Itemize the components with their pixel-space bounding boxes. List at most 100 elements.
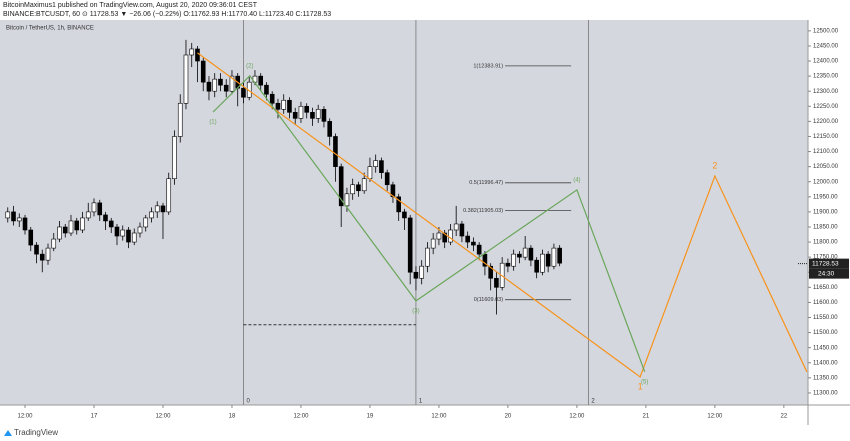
countdown-tag [809,268,849,279]
candle-body [298,105,304,119]
candle-body [373,160,378,167]
candle-body [338,166,344,207]
candle-body [172,136,177,180]
vertical-line-label: 2 [591,399,595,405]
y-tick-label: 12150.00 [813,134,839,140]
candle-body [275,102,281,110]
y-tick-label: 11350.00 [813,375,838,381]
candle-body [5,211,11,219]
candle-body [223,84,229,92]
candle-body [384,172,390,186]
candle-body [206,81,212,92]
header-line: BitcoinMaximus1 published on TradingView… [3,2,258,9]
candle-body [62,226,68,234]
y-tick-label: 12050.00 [813,164,839,170]
candle-body [103,214,108,222]
candle-body [361,178,367,192]
x-tick-label: 18 [229,414,236,420]
candle-body [453,223,459,231]
y-tick-label: 12000.00 [813,179,839,185]
candle-body [160,205,166,213]
wave-label: (3) [412,308,419,314]
candle-body [149,211,154,219]
candle-body [517,253,522,258]
chart-title: Bitcoin / TetherUS, 1h, BINANCE [6,26,94,32]
y-tick-label: 11600.00 [813,300,838,306]
x-tick-label: 12:00 [431,414,447,420]
candle-body [57,226,62,240]
candle-body [183,54,189,104]
x-tick-label: 12:00 [17,414,33,420]
candle-body [114,226,120,237]
x-tick-label: 19 [367,414,374,420]
candle-body [522,247,528,258]
candle-body [143,217,149,228]
candle-body [379,160,384,173]
candle-body [425,247,430,267]
candle-body [212,78,218,92]
wave-label: 1 [638,381,643,391]
footer-brand: TradingView [14,428,58,437]
candle-body [419,265,424,279]
candle-body [476,244,482,255]
candle-body [333,136,338,167]
wave-line [197,52,808,378]
candle-body [200,60,206,83]
candle-body [448,229,453,243]
wave-label: (4) [573,177,580,183]
candle-body [321,109,327,122]
candle-body [189,48,195,56]
candle-body [51,238,57,249]
candle-body [258,75,264,86]
candle-body [430,238,436,249]
price-tag-label: 11728.53 [812,260,839,267]
candle-body [344,193,350,207]
candle-body [402,211,407,219]
fib-label: 0.382(11905.03) [463,208,503,214]
y-tick-label: 11950.00 [813,194,838,200]
candle-body [137,226,143,234]
candle-body [396,196,401,213]
candle-body [482,253,488,267]
candle-body [34,244,39,255]
candle-body [154,205,160,213]
candle-body [85,211,91,219]
candle-body [11,211,16,222]
candle-body [436,232,442,240]
candle-body [80,217,85,231]
y-tick-label: 11500.00 [813,330,838,336]
candle-body [459,223,465,237]
candle-body [126,229,131,243]
countdown-label: 24:30 [818,270,835,277]
fib-label: 0.5(11996.47) [469,180,503,186]
wave-label: (1) [209,120,216,126]
candle-body [304,105,310,113]
y-tick-label: 11650.00 [813,285,838,291]
y-tick-label: 11900.00 [813,209,838,215]
candle-body [287,99,292,113]
x-tick-label: 17 [91,414,98,420]
candle-body [74,220,80,231]
wave-label: (2) [246,63,253,69]
candle-body [281,99,287,110]
footer-logo: TradingView [4,428,58,437]
candle-body [28,229,34,246]
candle-body [540,253,545,273]
candle-body [557,247,562,264]
candle-body [465,235,470,243]
candle-body [356,184,361,192]
candle-body [39,253,45,261]
candle-body [505,262,511,267]
header-line: BINANCE:BTCUSDT, 60 ⊙ 11728.53 ▼ −26.06 … [3,11,331,18]
candle-body [195,48,200,62]
y-tick-label: 11400.00 [813,360,838,366]
candle-body [131,232,137,243]
candle-body [241,87,246,98]
x-tick-label: 20 [505,414,512,420]
x-tick-label: 12:00 [155,414,171,420]
y-tick-label: 11450.00 [813,345,838,351]
candle-body [413,271,419,279]
candle-body [367,166,373,180]
y-tick-label: 12200.00 [813,119,839,125]
